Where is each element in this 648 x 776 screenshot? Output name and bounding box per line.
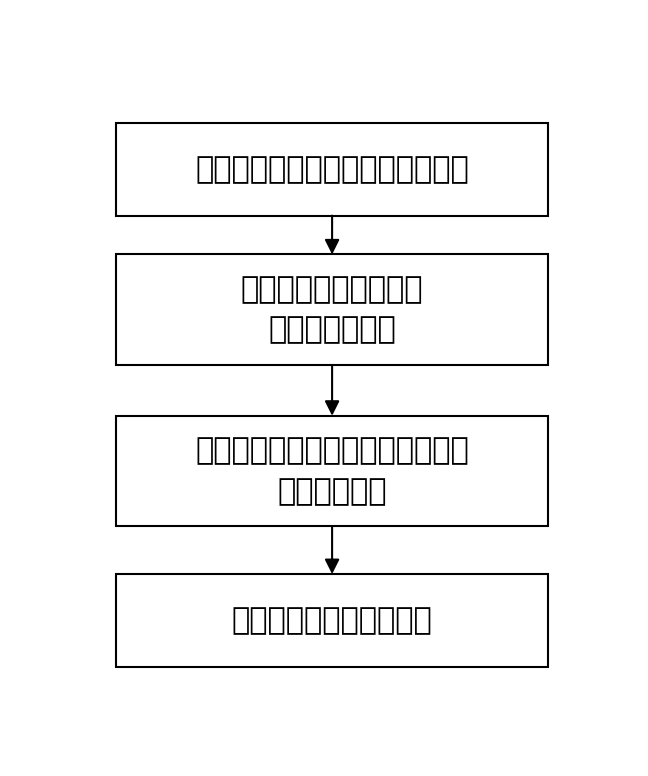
Bar	[116, 123, 548, 216]
Bar	[116, 416, 548, 526]
Text: 依据采样趋近律构造理想误差动态: 依据采样趋近律构造理想误差动态	[195, 154, 469, 184]
Bar	[116, 255, 548, 365]
Text: 确定单调减区域、绝对吸引层和稳
态误差带边界: 确定单调减区域、绝对吸引层和稳 态误差带边界	[195, 436, 469, 506]
Text: 离散重复控制器参数整定: 离散重复控制器参数整定	[232, 606, 432, 635]
Bar	[116, 574, 548, 667]
Text: 基于理想误差动态设计
离散重复控制器: 基于理想误差动态设计 离散重复控制器	[241, 275, 423, 345]
